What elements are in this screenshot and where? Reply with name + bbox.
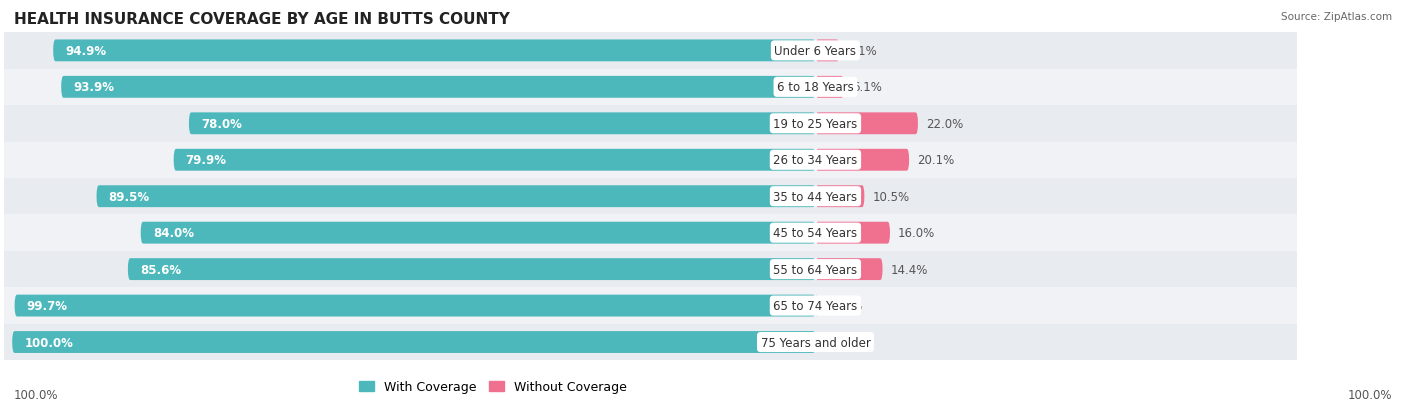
Text: 6 to 18 Years: 6 to 18 Years	[778, 81, 853, 94]
FancyBboxPatch shape	[0, 324, 1298, 361]
Text: 26 to 34 Years: 26 to 34 Years	[773, 154, 858, 167]
Text: 55 to 64 Years: 55 to 64 Years	[773, 263, 858, 276]
FancyBboxPatch shape	[62, 77, 815, 99]
FancyBboxPatch shape	[815, 150, 910, 171]
FancyBboxPatch shape	[815, 259, 883, 280]
Text: 6.1%: 6.1%	[852, 81, 882, 94]
FancyBboxPatch shape	[141, 222, 815, 244]
Text: 20.1%: 20.1%	[917, 154, 955, 167]
FancyBboxPatch shape	[0, 106, 1298, 142]
FancyBboxPatch shape	[174, 150, 815, 171]
Text: 94.9%: 94.9%	[65, 45, 107, 58]
FancyBboxPatch shape	[815, 77, 844, 99]
FancyBboxPatch shape	[188, 113, 815, 135]
FancyBboxPatch shape	[97, 186, 815, 208]
Text: 10.5%: 10.5%	[872, 190, 910, 203]
Text: 100.0%: 100.0%	[24, 336, 73, 349]
Text: 78.0%: 78.0%	[201, 118, 242, 131]
FancyBboxPatch shape	[128, 259, 815, 280]
FancyBboxPatch shape	[14, 295, 815, 317]
Text: 22.0%: 22.0%	[927, 118, 963, 131]
FancyBboxPatch shape	[815, 40, 839, 62]
Text: Under 6 Years: Under 6 Years	[775, 45, 856, 58]
Text: Source: ZipAtlas.com: Source: ZipAtlas.com	[1281, 12, 1392, 22]
FancyBboxPatch shape	[53, 40, 815, 62]
Text: 65 to 74 Years: 65 to 74 Years	[773, 299, 858, 312]
Text: 93.9%: 93.9%	[73, 81, 114, 94]
FancyBboxPatch shape	[0, 215, 1298, 251]
FancyBboxPatch shape	[0, 69, 1298, 106]
Text: 5.1%: 5.1%	[848, 45, 877, 58]
Text: 45 to 54 Years: 45 to 54 Years	[773, 227, 858, 240]
FancyBboxPatch shape	[0, 142, 1298, 178]
FancyBboxPatch shape	[815, 222, 890, 244]
Text: 75 Years and older: 75 Years and older	[761, 336, 870, 349]
Text: 79.9%: 79.9%	[186, 154, 226, 167]
Text: 0.29%: 0.29%	[825, 299, 862, 312]
FancyBboxPatch shape	[0, 288, 1298, 324]
Text: 89.5%: 89.5%	[108, 190, 149, 203]
Text: 100.0%: 100.0%	[14, 388, 59, 401]
Text: 85.6%: 85.6%	[141, 263, 181, 276]
Text: 84.0%: 84.0%	[153, 227, 194, 240]
FancyBboxPatch shape	[0, 33, 1298, 69]
Text: 16.0%: 16.0%	[898, 227, 935, 240]
Text: 0.0%: 0.0%	[824, 336, 853, 349]
FancyBboxPatch shape	[13, 331, 815, 353]
Text: 99.7%: 99.7%	[27, 299, 67, 312]
FancyBboxPatch shape	[0, 251, 1298, 288]
FancyBboxPatch shape	[0, 178, 1298, 215]
Text: 100.0%: 100.0%	[1347, 388, 1392, 401]
Text: 14.4%: 14.4%	[890, 263, 928, 276]
Text: 19 to 25 Years: 19 to 25 Years	[773, 118, 858, 131]
FancyBboxPatch shape	[815, 113, 918, 135]
Text: 35 to 44 Years: 35 to 44 Years	[773, 190, 858, 203]
Legend: With Coverage, Without Coverage: With Coverage, Without Coverage	[360, 380, 627, 394]
Text: HEALTH INSURANCE COVERAGE BY AGE IN BUTTS COUNTY: HEALTH INSURANCE COVERAGE BY AGE IN BUTT…	[14, 12, 510, 27]
FancyBboxPatch shape	[815, 186, 865, 208]
